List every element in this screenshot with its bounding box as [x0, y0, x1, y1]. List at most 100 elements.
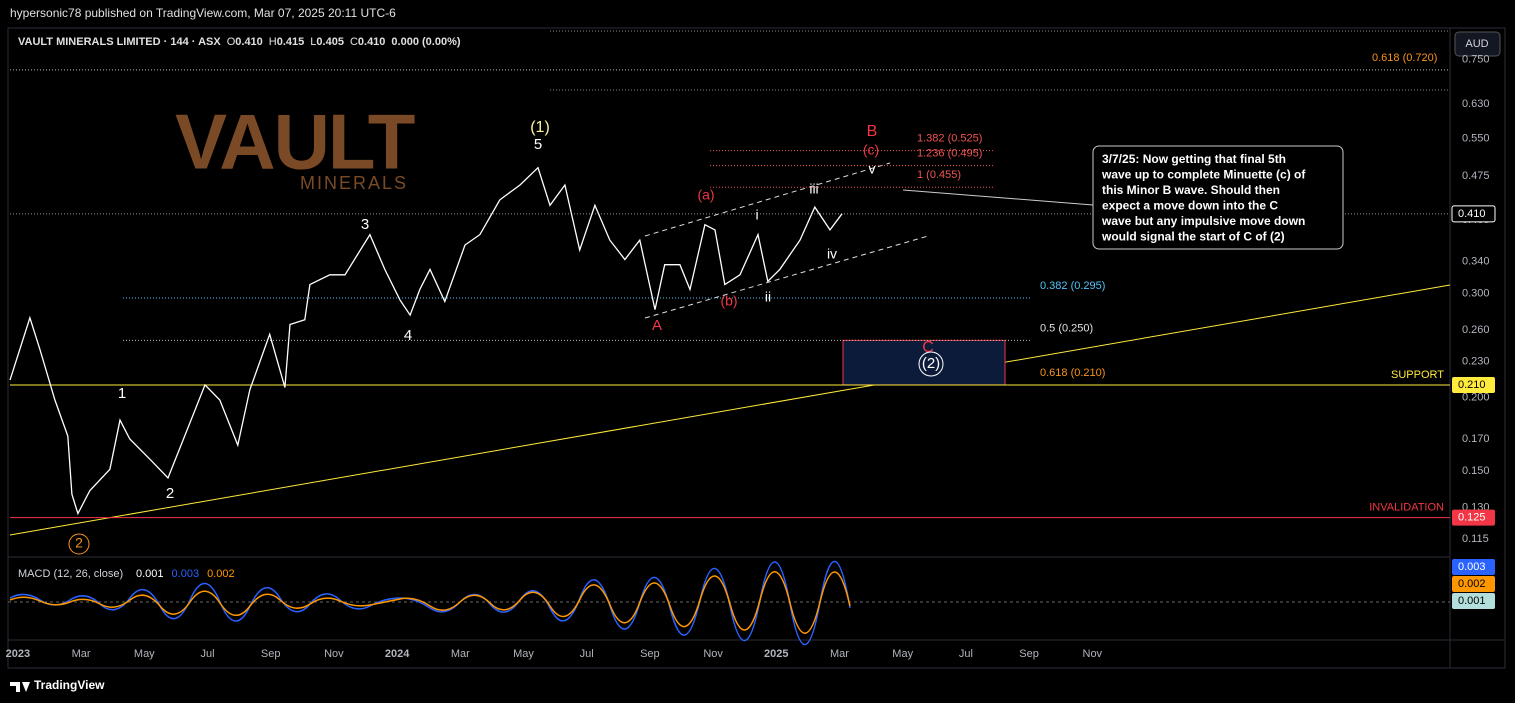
ohlc-value: 0.405: [316, 36, 344, 48]
x-tick-label: Jul: [959, 648, 973, 660]
axis-price-label: 0.125: [1458, 512, 1486, 524]
macd-title: MACD (12, 26, close): [18, 568, 123, 580]
wave-label: (c): [863, 142, 879, 158]
x-tick-label: Mar: [830, 648, 849, 660]
logo-sub: MINERALS: [300, 173, 408, 193]
macd-axis-box: [1452, 559, 1495, 575]
note-line: wave up to complete Minuette (c) of: [1101, 168, 1306, 182]
wave-label: 2: [75, 535, 83, 551]
x-tick-label: 2024: [385, 648, 410, 660]
y-tick-label: 0.230: [1462, 356, 1490, 368]
fib-label: 0.618 (0.720): [1372, 52, 1437, 64]
y-tick-label: 0.475: [1462, 170, 1490, 182]
x-tick-label: Mar: [451, 648, 470, 660]
channel-line: [644, 235, 929, 319]
annotation-circle: [68, 533, 90, 555]
fib-label: 0.5 (0.250): [1040, 322, 1093, 334]
ohlc-label: H: [269, 36, 277, 48]
note-connector: [902, 189, 1094, 206]
ohlc-value: 0.410: [358, 36, 386, 48]
macd-axis-label: 0.002: [1458, 578, 1486, 590]
wave-label: iv: [827, 246, 837, 262]
y-tick-label: 0.630: [1462, 98, 1490, 110]
y-tick-label: 0.750: [1462, 53, 1490, 65]
ohlc-value: 0.410: [235, 36, 263, 48]
wave-label: 4: [404, 327, 412, 344]
annotation-circle: [918, 351, 944, 377]
wave-label: iii: [809, 181, 818, 197]
note-line: 3/7/25: Now getting that final 5th: [1102, 152, 1286, 166]
y-tick-label: 0.550: [1462, 133, 1490, 145]
x-tick-label: 2023: [6, 648, 30, 660]
y-tick-label: 0.200: [1462, 391, 1490, 403]
currency-button[interactable]: [1454, 31, 1501, 57]
macd-axis-label: 0.001: [1458, 595, 1486, 607]
wave-label: A: [652, 317, 662, 334]
y-tick-label: 0.340: [1462, 256, 1490, 268]
ohlc-label: C: [350, 36, 358, 48]
ohlc-label: O: [227, 36, 236, 48]
x-tick-label: May: [892, 648, 913, 660]
axis-price-box: [1452, 376, 1495, 393]
macd-value: 0.003: [172, 568, 200, 580]
wave-label: (2): [922, 355, 940, 372]
x-tick-label: Jul: [580, 648, 594, 660]
x-tick-label: Sep: [640, 648, 660, 660]
wave-label: ii: [765, 289, 771, 305]
x-tick-label: Nov: [703, 648, 723, 660]
last-price-label: 0.410: [1458, 208, 1486, 220]
wave-label: i: [755, 207, 758, 223]
ohlc-value: 0.415: [277, 36, 305, 48]
x-tick-label: Sep: [1019, 648, 1039, 660]
price-line: [9, 166, 843, 516]
macd-value: 0.001: [136, 568, 164, 580]
wave-label: 2: [166, 485, 174, 502]
trendline: [9, 284, 1451, 536]
macd-axis-box: [1452, 576, 1495, 592]
note-line: expect a move down into the C: [1102, 199, 1278, 213]
signal-line: [9, 571, 851, 634]
macd-axis-box: [1452, 593, 1495, 609]
y-tick-label: 0.150: [1462, 465, 1490, 477]
y-tick-label: 0.260: [1462, 324, 1490, 336]
currency[interactable]: AUD: [1465, 38, 1488, 50]
fib-label: 1.236 (0.495): [917, 148, 982, 160]
hline-label: INVALIDATION: [1369, 502, 1444, 514]
y-tick-label: 0.300: [1462, 288, 1490, 300]
x-tick-label: Nov: [324, 648, 344, 660]
x-tick-label: Jul: [200, 648, 214, 660]
symbol: VAULT MINERALS LIMITED · 144 · ASX: [18, 36, 221, 48]
fib-label: 1.382 (0.525): [917, 133, 982, 145]
x-tick-label: Nov: [1083, 648, 1103, 660]
x-tick-label: Mar: [72, 648, 91, 660]
note-line: would signal the start of C of (2): [1101, 230, 1285, 244]
wave-label: (b): [720, 293, 737, 309]
change: 0.000 (0.00%): [391, 36, 460, 48]
footer-brand: TradingView: [34, 678, 105, 692]
note-line: wave but any impulsive move down: [1101, 214, 1305, 228]
wave-label: C: [922, 339, 934, 356]
wave-label: (a): [697, 187, 714, 203]
x-tick-label: 2025: [764, 648, 788, 660]
axis-price-box: [1452, 509, 1495, 526]
wave-label: 3: [361, 216, 369, 233]
wave-label: 5: [534, 136, 542, 153]
ohlc-label: L: [310, 36, 316, 48]
y-tick-label: 0.170: [1462, 433, 1490, 445]
wave-label: B: [867, 123, 878, 140]
wave-label: v: [869, 161, 876, 177]
last-price-box: [1451, 205, 1496, 223]
logo-name: VAULT: [175, 98, 415, 186]
axis-price-label: 0.210: [1458, 379, 1486, 391]
macd-value: 0.002: [207, 568, 235, 580]
channel-line: [644, 162, 891, 237]
fib-label: 0.382 (0.295): [1040, 280, 1105, 292]
x-tick-label: May: [513, 648, 534, 660]
chart-frame: [7, 27, 1506, 669]
hline-label: SUPPORT: [1391, 369, 1444, 381]
note-line: this Minor B wave. Should then: [1102, 183, 1280, 197]
y-tick-label: 0.115: [1462, 533, 1489, 545]
macd-axis-label: 0.003: [1458, 561, 1486, 573]
